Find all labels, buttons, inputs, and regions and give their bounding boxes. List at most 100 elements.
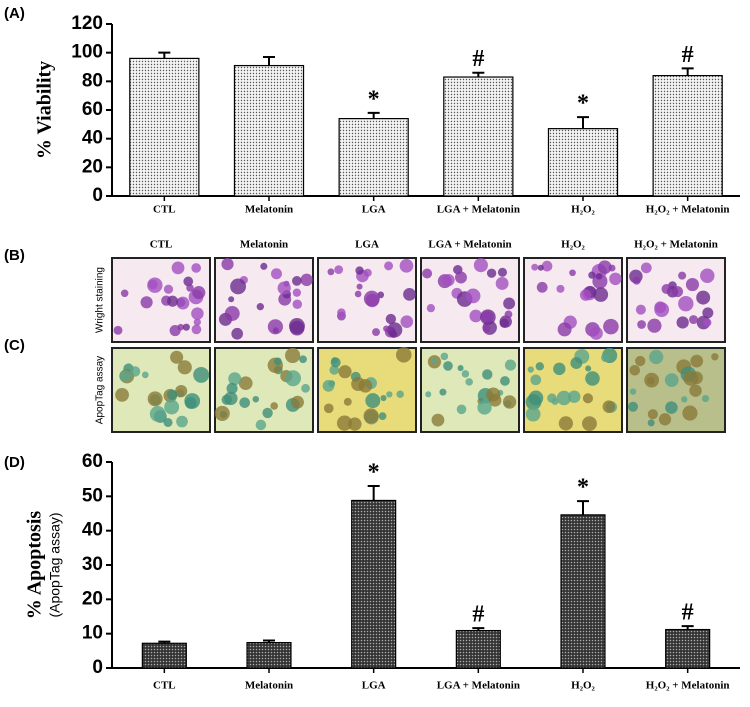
cell xyxy=(649,349,664,365)
cell xyxy=(238,376,253,391)
cell xyxy=(696,290,711,305)
cell xyxy=(403,288,416,301)
column-label: H₂O₂ + Melatonin xyxy=(634,239,718,251)
cell xyxy=(230,278,247,295)
cell xyxy=(499,318,509,328)
significance-marker: * xyxy=(368,86,380,112)
cell xyxy=(177,360,192,375)
y-tick-label: 20 xyxy=(82,156,103,177)
cell xyxy=(635,355,646,367)
cell xyxy=(527,366,534,373)
error-bar xyxy=(367,485,380,501)
cell xyxy=(469,309,483,323)
cell xyxy=(664,373,679,387)
bar xyxy=(652,74,723,197)
cell xyxy=(682,405,698,421)
cell xyxy=(701,395,710,403)
significance-marker: # xyxy=(682,42,694,68)
panel-label: (A) xyxy=(4,5,25,22)
bar xyxy=(443,76,514,197)
cell xyxy=(430,358,438,365)
error-bar xyxy=(263,55,275,66)
bar xyxy=(351,499,397,669)
cell xyxy=(504,310,513,319)
cell xyxy=(164,399,180,415)
cell xyxy=(285,347,301,364)
cell xyxy=(175,384,188,398)
cell xyxy=(678,271,687,280)
cell xyxy=(647,419,655,427)
cell xyxy=(683,370,699,386)
cell xyxy=(356,283,363,290)
cell xyxy=(570,357,583,369)
cell xyxy=(422,268,433,279)
cell xyxy=(593,287,609,302)
x-tick-label: Melatonin xyxy=(245,680,293,692)
y-tick-label: 30 xyxy=(82,554,103,575)
y-tick-label: 40 xyxy=(82,520,103,541)
cell xyxy=(658,413,672,426)
bar xyxy=(338,117,409,197)
x-tick-label: LGA xyxy=(362,204,386,216)
y-tick-label: 80 xyxy=(82,70,103,91)
cell xyxy=(465,378,473,386)
significance-marker: * xyxy=(368,460,380,486)
cell xyxy=(396,390,404,399)
bar xyxy=(233,64,305,197)
cell xyxy=(486,387,501,402)
cell xyxy=(329,365,340,375)
significance-marker: # xyxy=(682,600,694,626)
significance-marker: # xyxy=(472,46,484,72)
y-axis-sublabel: (ApopTag assay) xyxy=(47,512,63,617)
cell xyxy=(228,372,242,386)
cell xyxy=(461,370,470,378)
cell xyxy=(477,400,492,415)
cell xyxy=(595,272,603,280)
cell xyxy=(640,262,652,274)
cell xyxy=(597,260,612,275)
cell xyxy=(396,347,412,363)
cell xyxy=(502,395,517,409)
cell xyxy=(665,401,678,414)
cell xyxy=(285,370,302,387)
y-tick-label: 10 xyxy=(82,623,103,644)
cell xyxy=(354,290,362,298)
cell xyxy=(582,393,593,404)
cell xyxy=(231,327,244,340)
cell xyxy=(191,307,204,320)
cell xyxy=(239,397,250,408)
cell xyxy=(702,307,714,319)
cell xyxy=(363,408,379,424)
y-tick-label: 50 xyxy=(82,485,103,506)
cell xyxy=(585,371,600,386)
column-label: CTL xyxy=(150,239,173,251)
cell xyxy=(711,353,719,361)
cell xyxy=(497,267,507,277)
significance-marker: * xyxy=(577,475,589,501)
bar xyxy=(455,629,501,669)
bar xyxy=(129,57,200,197)
cell xyxy=(637,320,646,329)
y-tick-label: 60 xyxy=(82,451,103,472)
bar xyxy=(246,641,292,669)
cell xyxy=(330,357,341,368)
cell xyxy=(482,324,491,333)
y-tick-label: 0 xyxy=(92,185,103,206)
cell xyxy=(504,359,517,371)
cell xyxy=(336,415,353,431)
cell xyxy=(191,324,202,335)
cell xyxy=(547,393,557,403)
cell xyxy=(183,276,194,287)
cell xyxy=(678,296,694,312)
cell xyxy=(163,284,174,294)
cell xyxy=(629,364,641,376)
cell xyxy=(535,362,544,371)
cell xyxy=(351,377,366,392)
significance-marker: # xyxy=(472,602,484,628)
cell xyxy=(431,413,445,427)
cell xyxy=(383,325,390,332)
cell xyxy=(129,366,141,377)
cell xyxy=(167,295,179,307)
cell xyxy=(481,310,494,323)
